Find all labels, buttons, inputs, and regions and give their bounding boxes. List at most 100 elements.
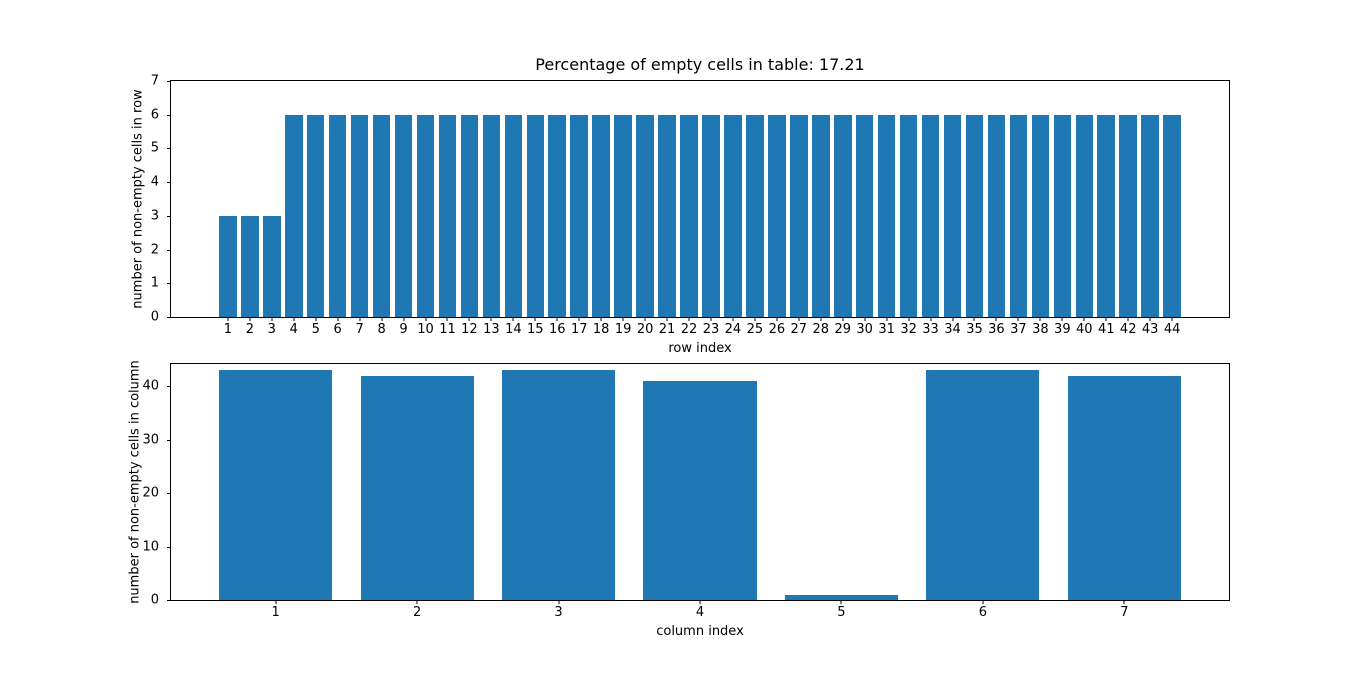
y-tick-label: 40	[142, 378, 159, 394]
x-tick-label: 23	[702, 322, 720, 337]
y-tick-label: 3	[150, 208, 159, 224]
x-tick-label: 10	[417, 322, 434, 337]
y-tick-label: 0	[150, 592, 159, 608]
x-tick	[416, 600, 418, 604]
x-tick-label: 5	[311, 322, 320, 337]
x-tick-label: 5	[837, 605, 846, 620]
x-tick	[534, 317, 536, 321]
x-tick-label: 17	[570, 322, 588, 337]
x-tick-label: 7	[1120, 605, 1129, 620]
y-tick	[167, 439, 171, 441]
y-tick	[167, 317, 171, 318]
bar-6	[926, 370, 1040, 600]
column-chart-xlabel: column index	[656, 624, 744, 639]
bar-3	[263, 215, 281, 317]
x-tick-label: 2	[412, 605, 422, 620]
y-tick-label: 5	[150, 140, 159, 156]
bar-33	[921, 114, 940, 317]
y-tick-label: 10	[142, 539, 159, 555]
y-tick	[167, 148, 171, 150]
x-tick	[558, 600, 560, 604]
x-tick-label: 1	[223, 322, 232, 337]
x-tick	[249, 317, 251, 321]
bar-35	[965, 114, 984, 317]
x-tick	[930, 317, 932, 321]
bar-36	[987, 114, 1006, 317]
x-tick	[754, 317, 756, 321]
bar-1	[219, 370, 333, 600]
y-tick-label: 30	[142, 432, 159, 448]
x-tick-label: 39	[1054, 322, 1071, 337]
x-tick	[381, 317, 383, 321]
x-tick	[468, 317, 470, 321]
x-tick	[820, 317, 822, 321]
x-tick-label: 33	[922, 322, 939, 337]
bar-5	[306, 114, 325, 317]
bar-7	[350, 114, 369, 317]
x-tick	[293, 317, 295, 321]
x-tick	[1083, 317, 1085, 321]
x-tick-label: 1	[271, 605, 280, 620]
y-tick	[167, 546, 171, 548]
x-tick-label: 2	[245, 322, 254, 337]
chart-title: Percentage of empty cells in table: 17.2…	[535, 55, 865, 74]
x-tick-label: 28	[812, 322, 830, 337]
x-tick-label: 11	[439, 322, 456, 337]
x-tick	[840, 600, 842, 604]
y-tick	[167, 215, 171, 217]
x-tick-label: 32	[900, 322, 917, 337]
y-tick-label: 2	[150, 242, 159, 258]
bar-22	[680, 114, 698, 317]
y-tick	[167, 493, 171, 495]
y-tick	[167, 283, 171, 285]
bar-18	[592, 114, 610, 317]
bar-25	[746, 114, 764, 317]
x-tick	[973, 317, 975, 321]
bar-43	[1141, 114, 1159, 317]
x-tick	[315, 317, 317, 321]
row-chart-xlabel: row index	[668, 341, 732, 356]
x-tick	[1061, 317, 1063, 321]
bar-38	[1031, 114, 1050, 317]
bar-4	[284, 114, 303, 317]
x-tick	[908, 317, 910, 321]
x-tick-label: 7	[355, 322, 364, 337]
x-tick-label: 26	[768, 322, 786, 337]
x-tick-label: 40	[1076, 322, 1093, 337]
y-tick	[167, 386, 171, 388]
x-tick-label: 29	[834, 322, 852, 337]
x-tick	[710, 317, 712, 321]
x-tick-label: 25	[746, 322, 764, 337]
x-tick-label: 42	[1119, 322, 1137, 337]
x-tick	[864, 317, 866, 321]
x-tick	[425, 317, 426, 321]
x-tick-label: 41	[1097, 322, 1115, 337]
y-tick	[167, 114, 171, 116]
x-tick-label: 35	[966, 322, 983, 337]
x-tick	[982, 600, 984, 604]
x-tick	[1149, 317, 1151, 321]
y-tick-label: 20	[142, 485, 159, 501]
bar-10	[416, 114, 435, 317]
x-tick-label: 21	[658, 322, 676, 337]
bar-1	[219, 215, 237, 317]
x-tick-label: 22	[680, 322, 698, 337]
bar-13	[482, 114, 501, 317]
x-tick-label: 13	[483, 322, 500, 337]
bar-19	[614, 114, 632, 317]
x-tick-label: 18	[592, 322, 610, 337]
x-tick-label: 43	[1141, 322, 1159, 337]
bar-31	[877, 114, 896, 317]
x-tick	[842, 317, 844, 321]
x-tick	[995, 317, 997, 321]
bar-37	[1009, 114, 1028, 317]
x-tick	[337, 317, 339, 321]
x-tick	[600, 317, 602, 321]
x-tick-label: 15	[527, 322, 544, 337]
x-tick-label: 44	[1163, 322, 1181, 337]
x-tick-label: 19	[614, 322, 632, 337]
x-tick	[1039, 317, 1041, 321]
x-tick	[556, 317, 558, 321]
bar-3	[501, 370, 616, 600]
bar-6	[328, 114, 347, 317]
